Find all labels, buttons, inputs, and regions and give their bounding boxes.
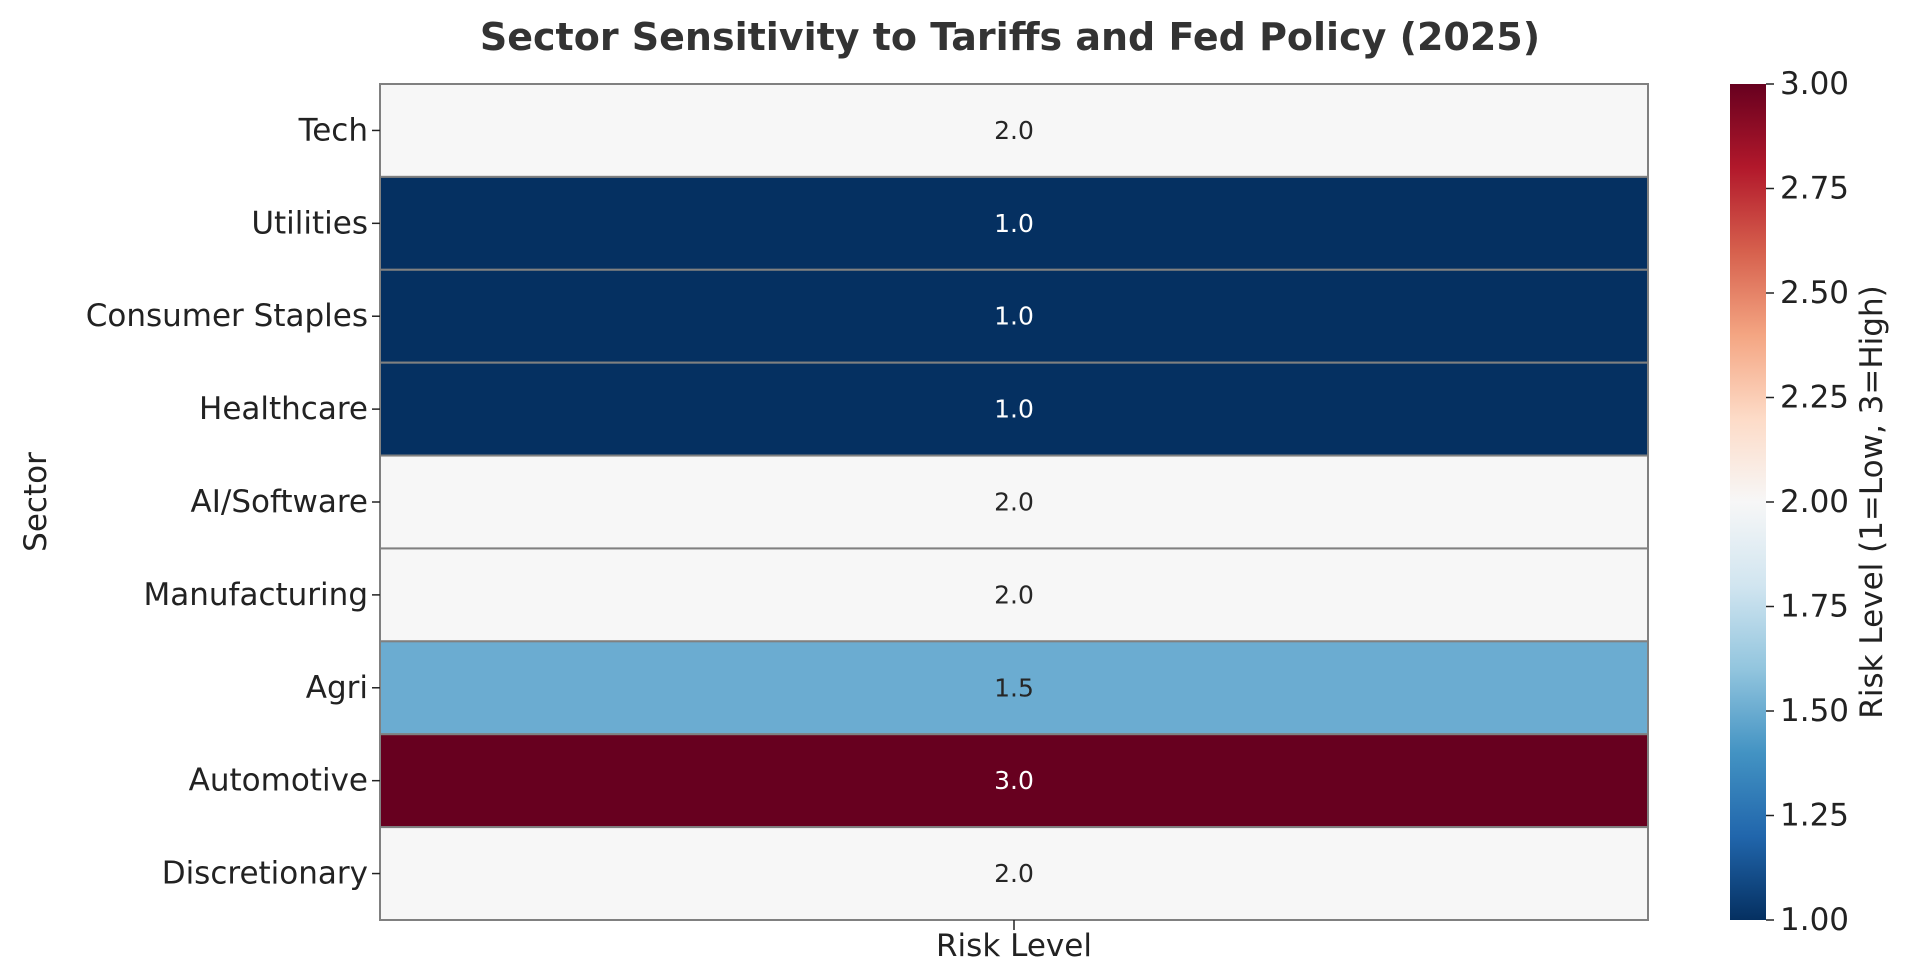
y-axis-label: Sector bbox=[18, 452, 54, 552]
colorbar-gradient bbox=[1730, 84, 1766, 920]
heatmap-cells bbox=[379, 83, 1649, 921]
cell-value-label: 2.0 bbox=[994, 580, 1034, 609]
colorbar-tick-label: 3.00 bbox=[1780, 66, 1849, 102]
y-tick-label-healthcare: Healthcare bbox=[199, 391, 368, 427]
heatmap-cell-tech bbox=[379, 83, 1649, 178]
colorbar-tick-label: 1.50 bbox=[1780, 693, 1849, 729]
colorbar-tick-label: 1.25 bbox=[1780, 798, 1849, 834]
cell-value-label: 1.0 bbox=[994, 395, 1034, 424]
colorbar-tick-label: 2.75 bbox=[1780, 171, 1849, 207]
cell-value-label: 1.5 bbox=[994, 673, 1034, 702]
colorbar-tick-label: 2.25 bbox=[1780, 380, 1849, 416]
y-axis: Tech Utilities Consumer Staples Healthcare A… bbox=[86, 112, 380, 892]
cell-value-label: 2.0 bbox=[994, 116, 1034, 145]
heatmap-cell-ai-software bbox=[379, 454, 1649, 550]
y-tick-label-consumer-staples: Consumer Staples bbox=[86, 298, 368, 334]
colorbar-tick-label: 1.75 bbox=[1780, 589, 1849, 625]
heatmap-cell-utilities bbox=[379, 175, 1649, 271]
y-tick-label-tech: Tech bbox=[298, 112, 368, 148]
colorbar: 1.00 1.25 1.50 1.75 2.00 2.25 2.50 2.75 3.00 bbox=[1730, 66, 1849, 938]
cell-value-label: 2.0 bbox=[994, 488, 1034, 517]
colorbar-tick-label: 1.00 bbox=[1780, 902, 1849, 938]
cell-value-label: 1.0 bbox=[994, 302, 1034, 331]
heatmap-cell-manufacturing bbox=[379, 547, 1649, 643]
y-tick-label-discretionary: Discretionary bbox=[162, 856, 368, 892]
chart-title: Sector Sensitivity to Tariffs and Fed Po… bbox=[480, 15, 1540, 59]
y-tick-label-agri: Agri bbox=[306, 670, 368, 706]
y-tick-label-automotive: Automotive bbox=[189, 763, 368, 799]
y-tick-label-utilities: Utilities bbox=[251, 205, 368, 241]
y-tick-label-ai-software: AI/Software bbox=[191, 484, 368, 520]
x-axis-label: Risk Level bbox=[936, 928, 1092, 964]
cell-value-label: 1.0 bbox=[994, 209, 1034, 238]
heatmap-cell-healthcare bbox=[379, 361, 1649, 457]
cell-value-label: 3.0 bbox=[994, 766, 1034, 795]
colorbar-label: Risk Level (1=Low, 3=High) bbox=[1854, 285, 1890, 718]
colorbar-tick-label: 2.50 bbox=[1780, 275, 1849, 311]
cell-value-label: 2.0 bbox=[994, 859, 1034, 888]
heatmap-cell-labels: 2.0 1.0 1.0 1.0 2.0 2.0 1.5 3.0 2.0 bbox=[994, 116, 1034, 888]
colorbar-ticks: 1.00 1.25 1.50 1.75 2.00 2.25 2.50 2.75 3.00 bbox=[1766, 66, 1849, 938]
heatmap-cell-consumer-staples bbox=[379, 268, 1649, 364]
y-tick-label-manufacturing: Manufacturing bbox=[144, 577, 368, 613]
colorbar-tick-label: 2.00 bbox=[1780, 484, 1849, 520]
